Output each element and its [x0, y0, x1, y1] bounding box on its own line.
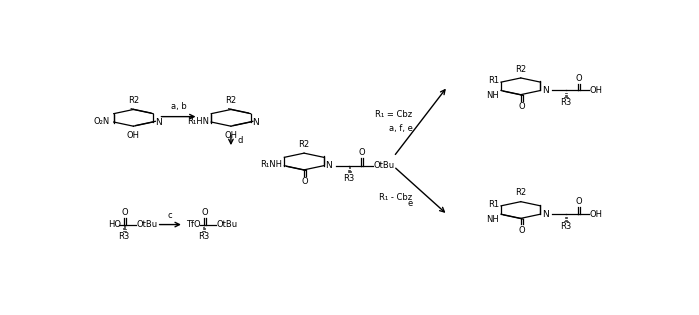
Text: e: e	[408, 199, 412, 208]
Text: NH: NH	[486, 91, 499, 100]
Text: OH: OH	[589, 210, 603, 219]
Text: R3: R3	[344, 174, 355, 183]
Text: O: O	[519, 226, 525, 235]
Text: OH: OH	[224, 130, 238, 140]
Text: R3: R3	[119, 232, 130, 241]
Text: N: N	[326, 161, 332, 170]
Text: OH: OH	[127, 130, 140, 140]
Text: OtBu: OtBu	[137, 220, 158, 229]
Text: R₁NH: R₁NH	[260, 160, 282, 169]
Text: O: O	[519, 102, 525, 111]
Text: O: O	[575, 198, 582, 206]
Text: d: d	[238, 136, 243, 145]
Text: NH: NH	[486, 215, 499, 224]
Text: O: O	[575, 74, 582, 83]
Text: HO: HO	[108, 220, 121, 229]
Text: R1: R1	[488, 200, 499, 209]
Text: R2: R2	[128, 96, 139, 105]
Text: O: O	[122, 208, 129, 217]
Text: O: O	[302, 177, 308, 186]
Text: R3: R3	[561, 99, 572, 107]
Text: OtBu: OtBu	[373, 161, 395, 170]
Text: a, f, e: a, f, e	[389, 124, 412, 133]
Text: R2: R2	[515, 65, 526, 74]
Text: R2: R2	[225, 96, 236, 105]
Text: TfO: TfO	[187, 220, 201, 229]
Text: R1: R1	[488, 77, 499, 85]
Text: R₁ - Cbz: R₁ - Cbz	[380, 193, 412, 202]
Text: R₁ = Cbz: R₁ = Cbz	[375, 110, 412, 119]
Text: R₁HN: R₁HN	[187, 117, 209, 126]
Text: R3: R3	[199, 232, 210, 241]
Text: R3: R3	[561, 222, 572, 231]
Text: OH: OH	[589, 86, 603, 95]
Text: O: O	[359, 148, 366, 158]
Text: N: N	[252, 117, 259, 127]
Text: c: c	[168, 211, 173, 220]
Text: N: N	[154, 117, 161, 127]
Text: N: N	[542, 210, 549, 219]
Text: R2: R2	[298, 140, 310, 149]
Text: O₂N: O₂N	[94, 117, 110, 126]
Text: a, b: a, b	[171, 102, 187, 111]
Text: O: O	[201, 208, 208, 217]
Text: OtBu: OtBu	[216, 220, 238, 229]
Text: N: N	[542, 86, 549, 95]
Text: R2: R2	[515, 188, 526, 197]
